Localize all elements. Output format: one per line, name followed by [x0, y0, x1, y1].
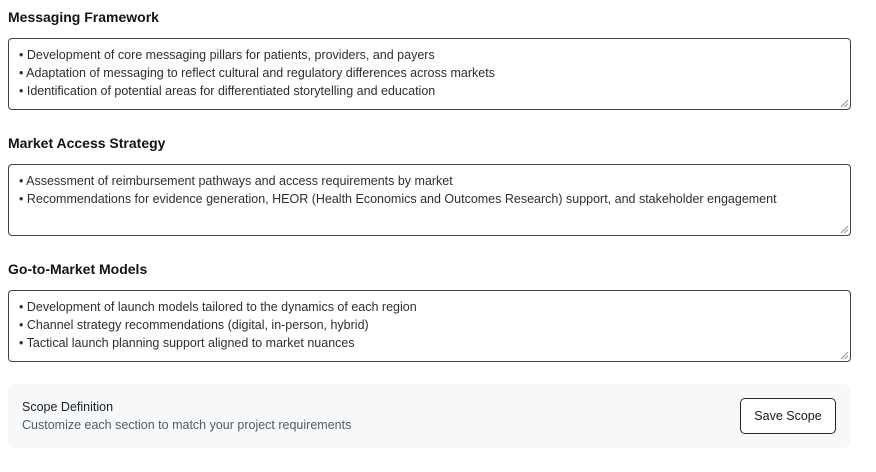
section-title: Go-to-Market Models	[8, 261, 148, 277]
textarea-line: • Development of launch models tailored …	[19, 300, 417, 314]
section-title: Messaging Framework	[8, 9, 159, 25]
messaging-framework-textarea[interactable]: • Development of core messaging pillars …	[8, 38, 851, 110]
scope-definition-subtitle: Customize each section to match your pro…	[22, 418, 352, 432]
market-access-strategy-textarea[interactable]: • Assessment of reimbursement pathways a…	[8, 164, 851, 236]
textarea-line: • Development of core messaging pillars …	[19, 48, 435, 62]
go-to-market-models-textarea[interactable]: • Development of launch models tailored …	[8, 290, 851, 362]
textarea-line: • Identification of potential areas for …	[19, 84, 436, 98]
save-scope-button[interactable]: Save Scope	[740, 398, 836, 434]
section-title: Market Access Strategy	[8, 135, 166, 151]
scope-definition-title: Scope Definition	[22, 400, 114, 414]
resize-handle-icon[interactable]	[840, 99, 849, 108]
textarea-line: • Recommendations for evidence generatio…	[19, 192, 777, 206]
resize-handle-icon[interactable]	[840, 351, 849, 360]
scope-definition-panel: Scope Definition Customize each section …	[8, 384, 851, 448]
textarea-line: • Adaptation of messaging to reflect cul…	[19, 66, 495, 80]
textarea-line: • Channel strategy recommendations (digi…	[19, 318, 369, 332]
textarea-line: • Assessment of reimbursement pathways a…	[19, 174, 453, 188]
textarea-line: • Tactical launch planning support align…	[19, 336, 355, 350]
resize-handle-icon[interactable]	[840, 225, 849, 234]
